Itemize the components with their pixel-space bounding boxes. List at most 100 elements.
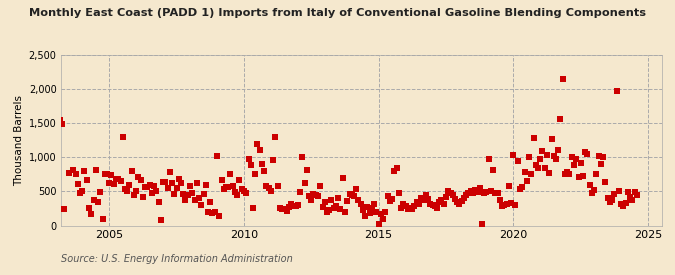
Point — [517, 185, 528, 189]
Point — [380, 210, 391, 214]
Point — [313, 194, 323, 198]
Point — [475, 186, 485, 190]
Point — [254, 148, 265, 153]
Point — [510, 203, 521, 207]
Point — [604, 200, 615, 205]
Point — [198, 192, 209, 196]
Point — [355, 202, 366, 207]
Point — [185, 184, 196, 188]
Point — [539, 166, 550, 170]
Point — [382, 194, 393, 198]
Point — [63, 171, 74, 175]
Point — [286, 202, 296, 207]
Point — [414, 202, 425, 206]
Point — [319, 200, 330, 205]
Point — [294, 190, 305, 194]
Point — [284, 205, 294, 209]
Point — [541, 153, 552, 158]
Point — [555, 117, 566, 121]
Point — [387, 197, 398, 201]
Point — [267, 158, 278, 162]
Point — [546, 137, 557, 141]
Point — [587, 191, 597, 195]
Point — [371, 210, 382, 214]
Point — [416, 196, 427, 200]
Point — [600, 180, 611, 184]
Point — [245, 163, 256, 168]
Point — [88, 198, 99, 202]
Point — [142, 185, 153, 189]
Point — [131, 189, 142, 194]
Point — [97, 217, 108, 222]
Point — [526, 172, 537, 177]
Point — [488, 167, 499, 172]
Point — [321, 210, 332, 214]
Point — [306, 198, 317, 202]
Point — [236, 186, 247, 191]
Point — [102, 172, 113, 177]
Point — [584, 182, 595, 187]
Point — [68, 167, 79, 172]
Point — [279, 207, 290, 211]
Point — [124, 183, 135, 188]
Point — [117, 135, 128, 139]
Point — [70, 172, 81, 177]
Point — [407, 207, 418, 211]
Point — [317, 205, 328, 209]
Point — [315, 184, 325, 188]
Point — [187, 191, 198, 196]
Point — [446, 191, 456, 195]
Point — [299, 181, 310, 185]
Point — [165, 169, 176, 174]
Point — [454, 202, 465, 206]
Point — [90, 168, 101, 172]
Point — [221, 185, 232, 189]
Point — [310, 192, 321, 197]
Point — [429, 204, 440, 209]
Point — [169, 192, 180, 196]
Point — [274, 206, 285, 210]
Point — [465, 189, 476, 193]
Point — [72, 182, 83, 186]
Point — [308, 192, 319, 196]
Point — [328, 206, 339, 211]
Point — [398, 202, 409, 207]
Point — [234, 178, 245, 182]
Point — [624, 195, 635, 199]
Point — [432, 206, 443, 210]
Point — [521, 179, 532, 183]
Point — [348, 194, 359, 198]
Point — [59, 207, 70, 211]
Point — [241, 191, 252, 195]
Point — [373, 222, 384, 226]
Point — [297, 155, 308, 160]
Point — [171, 186, 182, 190]
Point — [256, 162, 267, 166]
Point — [232, 193, 242, 198]
Point — [136, 178, 146, 183]
Point — [155, 218, 166, 222]
Point — [138, 195, 148, 199]
Point — [470, 188, 481, 192]
Point — [223, 185, 234, 189]
Point — [436, 197, 447, 202]
Point — [106, 173, 117, 177]
Point — [182, 193, 193, 198]
Point — [502, 202, 512, 207]
Point — [119, 187, 130, 192]
Point — [402, 207, 413, 211]
Point — [544, 171, 555, 175]
Point — [151, 189, 162, 193]
Point — [288, 204, 298, 208]
Point — [553, 148, 564, 153]
Point — [344, 192, 355, 196]
Point — [333, 195, 344, 200]
Point — [508, 153, 518, 158]
Point — [148, 184, 159, 188]
Point — [450, 197, 460, 201]
Point — [338, 175, 348, 180]
Point — [202, 210, 213, 214]
Point — [180, 197, 191, 202]
Point — [456, 199, 467, 203]
Point — [427, 203, 438, 207]
